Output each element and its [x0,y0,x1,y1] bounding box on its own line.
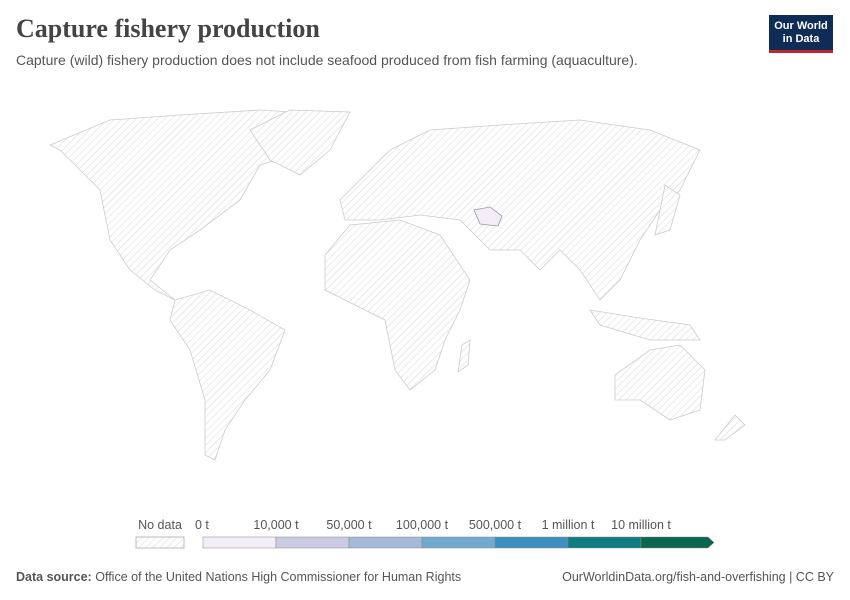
footer-url[interactable]: OurWorldinData.org/fish-and-overfishing … [562,570,834,584]
indonesia [589,309,701,341]
south-america [169,289,286,461]
subtitle: Capture (wild) fishery production does n… [16,52,638,68]
legend-bin [275,536,350,549]
legend-tick-label: 10,000 t [253,518,299,532]
madagascar [457,339,471,373]
legend-tick-label: 50,000 t [326,518,372,532]
legend-tick-label: 10 million t [611,518,671,532]
eurasia [339,119,701,301]
legend-bin [567,536,642,549]
source-text: Office of the United Nations High Commis… [95,570,462,584]
legend-tick-label: 500,000 t [469,518,522,532]
legend-bin [494,536,569,549]
greenland [249,109,351,176]
legend-bin [348,536,423,549]
africa [324,219,471,391]
source: Data source: Office of the United Nation… [16,570,461,584]
legend-tick-label: 0 t [195,518,209,532]
legend-bin [421,536,496,549]
no-data-swatch [135,536,185,549]
legend-bin [202,536,277,549]
turkmenistan [473,206,503,227]
japan [654,184,681,236]
legend-tick-label: 100,000 t [396,518,449,532]
legend-tick-label: 1 million t [542,518,595,532]
title: Capture fishery production [16,14,320,43]
no-data-label: No data [138,518,182,532]
logo[interactable]: Our World in Data [769,15,833,53]
logo-line: in Data [782,33,820,45]
source-label: Data source: [16,570,92,584]
legend-bin [640,536,715,549]
north-america [49,109,341,301]
land [49,109,746,461]
australia [614,344,706,421]
new-zealand [714,414,746,441]
logo-line: Our World [774,20,828,32]
